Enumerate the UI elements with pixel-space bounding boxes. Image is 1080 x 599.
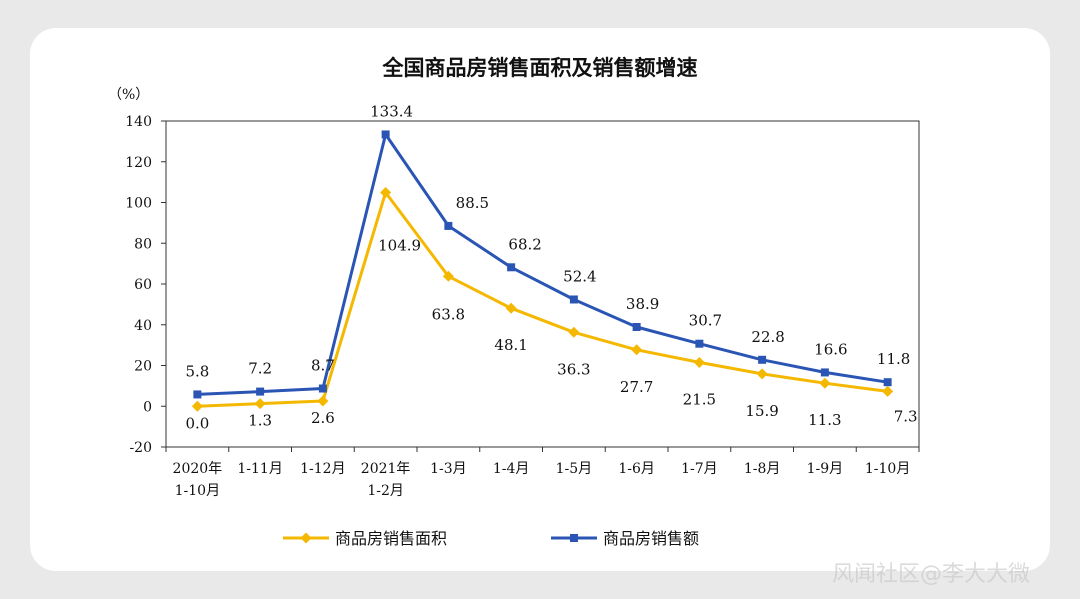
data-label-series-1: 11.3 [808,411,841,429]
data-point-series-2 [507,263,516,272]
data-label-series-1: 21.5 [683,390,716,408]
data-label-series-1: 7.3 [894,407,918,425]
series-line-2 [197,132,888,396]
data-label-series-2: 88.5 [456,194,489,212]
data-point-series-2 [569,295,578,304]
x-tick-label: 1-12月 [300,461,345,477]
data-point-series-2 [758,355,767,364]
data-point-series-1 [191,400,203,412]
legend-marker-2 [570,534,578,542]
data-point-series-2 [883,378,892,387]
data-point-series-2 [695,339,704,348]
legend-label-1: 商品房销售面积 [335,529,447,548]
x-tick-label: 1-10月 [865,461,910,477]
data-point-series-2 [632,322,641,331]
data-label-series-2: 22.8 [751,328,784,346]
data-point-series-2 [193,390,202,399]
data-label-series-2: 8.7 [311,357,335,375]
data-point-series-2 [820,368,829,377]
data-point-series-1 [505,302,517,314]
data-point-series-1 [631,344,643,356]
x-tick-label: 1-7月 [681,461,718,477]
data-point-series-1 [693,356,705,368]
data-point-series-1 [380,187,392,199]
data-label-series-2: 133.4 [370,102,413,120]
legend-label-2: 商品房销售额 [603,529,699,548]
y-tick-label: 0 [143,399,152,415]
x-tick-label: 1-6月 [618,461,655,477]
chart-card [30,28,1050,571]
x-tick-label: 1-4月 [493,461,530,477]
data-label-series-1: 104.9 [378,237,421,255]
data-point-series-2 [318,384,327,393]
data-label-series-2: 52.4 [563,267,596,285]
y-tick-label: -20 [129,440,152,456]
chart-title: 全国商品房销售面积及销售额增速 [382,56,698,80]
x-tick-label: 1-3月 [430,461,467,477]
y-tick-label: 80 [134,236,152,252]
y-tick-label: 60 [134,277,152,293]
x-tick-label: 1-2月 [367,483,404,499]
data-label-series-2: 68.2 [508,235,541,253]
data-point-series-1 [254,398,266,410]
data-label-series-1: 0.0 [185,414,209,432]
series-line-1 [197,191,888,408]
data-label-series-2: 38.9 [626,295,659,313]
data-point-series-1 [756,368,768,380]
data-point-series-2 [381,130,390,139]
x-tick-label: 2020年 [173,461,223,477]
y-tick-label: 20 [134,359,152,375]
y-tick-label: 120 [125,155,152,171]
data-point-series-1 [568,326,580,338]
data-point-series-1 [317,395,329,407]
x-tick-label: 1-10月 [175,483,220,499]
x-tick-label: 1-11月 [237,461,282,477]
data-label-series-1: 15.9 [745,402,778,420]
x-tick-label: 1-9月 [807,461,844,477]
data-point-series-1 [819,377,831,389]
data-point-series-1 [442,270,454,282]
x-tick-label: 2021年 [361,461,411,477]
data-label-series-2: 11.8 [877,350,910,368]
data-label-series-1: 36.3 [557,360,590,378]
y-tick-label: 40 [134,318,152,334]
data-label-series-1: 27.7 [620,378,653,396]
data-label-series-1: 1.3 [248,412,272,430]
data-label-series-2: 5.8 [185,362,209,380]
x-tick-label: 1-5月 [556,461,593,477]
y-tick-label: 140 [125,114,152,130]
y-tick-label: 100 [125,196,152,212]
data-point-series-2 [256,387,265,396]
x-tick-label: 1-8月 [744,461,781,477]
watermark: 风闻社区@李大大微 [832,562,1031,587]
y-axis-unit: （%） [108,87,150,103]
data-label-series-1: 48.1 [494,336,527,354]
data-label-series-2: 7.2 [248,360,272,378]
data-label-series-1: 2.6 [311,409,335,427]
data-point-series-2 [444,221,453,230]
data-point-series-1 [882,385,894,397]
data-label-series-2: 30.7 [689,312,722,330]
data-label-series-2: 16.6 [814,340,847,358]
data-label-series-1: 63.8 [432,305,465,323]
legend-marker-1 [300,532,312,544]
